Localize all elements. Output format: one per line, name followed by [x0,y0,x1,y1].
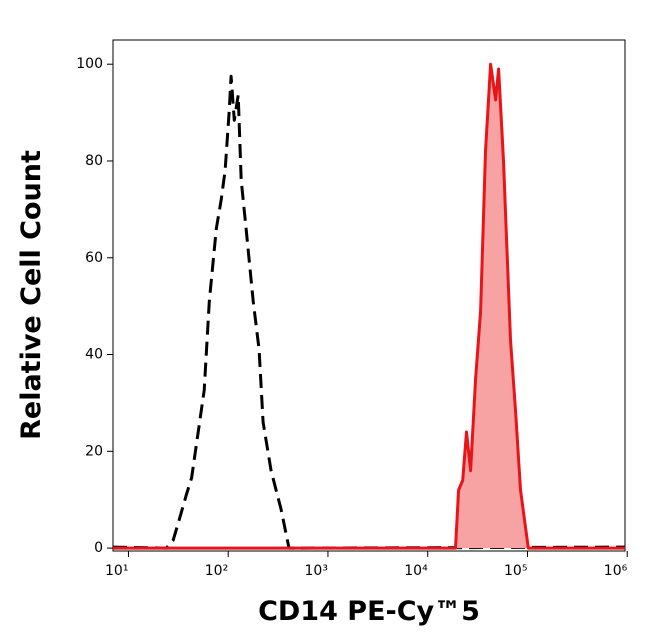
histogram-curve [113,62,625,550]
x-tick-label: 10⁵ [504,563,527,579]
y-tick-label: 80 [85,153,103,169]
y-tick-label: 40 [85,347,103,363]
y-tick-label: 100 [76,56,103,72]
x-tick-label: 10⁴ [404,563,428,579]
x-tick-label: 10² [205,563,228,579]
y-tick-label: 0 [94,540,103,556]
plot-frame [112,39,626,552]
x-tick-label: 10³ [305,563,328,579]
x-axis-title: CD14 PE-Cy™5 [258,596,480,627]
histogram-curve [112,74,626,550]
x-tick-label: 10¹ [105,563,128,579]
y-axis-title: Relative Cell Count [16,150,47,440]
x-tick-label: 10⁶ [604,563,628,579]
y-tick-label: 20 [85,443,103,459]
y-tick-label: 60 [85,250,103,266]
